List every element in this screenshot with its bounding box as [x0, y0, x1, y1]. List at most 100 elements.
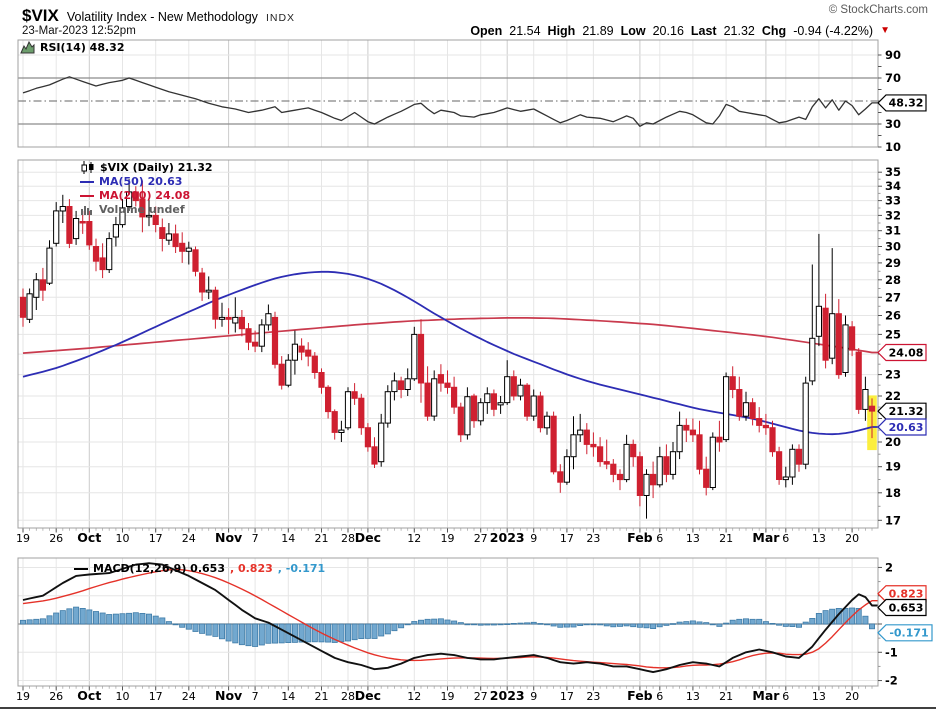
svg-text:28: 28	[885, 273, 901, 287]
svg-text:Oct: Oct	[77, 530, 101, 545]
svg-text:32: 32	[885, 208, 901, 222]
svg-text:17: 17	[560, 690, 574, 703]
svg-text:Mar: Mar	[752, 530, 780, 545]
svg-text:0.653: 0.653	[889, 601, 924, 614]
change-value: -0.94 (-4.22%)	[793, 24, 874, 38]
svg-text:Oct: Oct	[77, 688, 101, 703]
svg-text:20: 20	[845, 532, 859, 545]
svg-text:48.32: 48.32	[889, 97, 924, 110]
svg-text:21.32: 21.32	[889, 405, 924, 418]
svg-text:9: 9	[530, 532, 537, 545]
svg-text:19: 19	[441, 532, 455, 545]
svg-text:17: 17	[885, 513, 901, 527]
svg-text:Nov: Nov	[215, 530, 242, 545]
svg-text:21: 21	[315, 690, 329, 703]
date-axis-bottom: 19 26 Oct 10 17 24 Nov 7 14 21 28 Dec 12 19 27 2023 9 17 2…	[16, 686, 873, 703]
legend-row-ma200: MA(200) 24.08	[80, 189, 213, 202]
svg-text:21: 21	[719, 690, 733, 703]
svg-text:13: 13	[686, 532, 700, 545]
svg-text:6: 6	[782, 690, 789, 703]
svg-text:17: 17	[560, 532, 574, 545]
main-chart-legend: $VIX (Daily) 21.32 MA(50) 20.63 MA(200) …	[80, 161, 213, 216]
svg-text:17: 17	[149, 532, 163, 545]
macd-signal-legend-value: , 0.823	[229, 562, 273, 575]
legend-row-ma50: MA(50) 20.63	[80, 175, 213, 188]
svg-text:26: 26	[49, 690, 63, 703]
symbol: $VIX	[22, 6, 59, 25]
svg-text:0.823: 0.823	[889, 588, 924, 601]
svg-text:35: 35	[885, 165, 901, 179]
svg-text:22: 22	[885, 389, 901, 403]
macd-y-axis: 2 -1 -2	[878, 560, 898, 688]
copyright-notice: © StockCharts.com	[828, 4, 928, 16]
rsi-indicator-icon	[20, 41, 35, 54]
macd-signal-line	[22, 568, 878, 669]
ma200-line-icon	[80, 194, 94, 197]
svg-text:Mar: Mar	[752, 688, 780, 703]
svg-text:30: 30	[885, 117, 901, 131]
low-value: 20.16	[652, 24, 684, 38]
svg-text:19: 19	[16, 690, 30, 703]
svg-text:24: 24	[182, 690, 196, 703]
svg-text:28: 28	[341, 532, 355, 545]
last-label: Last	[690, 24, 717, 38]
svg-text:6: 6	[782, 532, 789, 545]
svg-text:19: 19	[16, 532, 30, 545]
svg-text:23: 23	[586, 690, 600, 703]
svg-text:13: 13	[812, 532, 826, 545]
svg-text:Feb: Feb	[627, 688, 653, 703]
svg-text:-0.171: -0.171	[889, 627, 928, 640]
chart-datetime: 23-Mar-2023 12:52pm	[22, 25, 136, 37]
change-label: Chg	[761, 24, 787, 38]
ma50-line-icon	[80, 180, 94, 183]
svg-text:6: 6	[656, 690, 663, 703]
svg-text:2: 2	[885, 560, 893, 574]
svg-text:-1: -1	[885, 645, 898, 659]
macd-histogram	[19, 606, 876, 647]
chart-title-row: $VIX Volatility Index - New Methodology …	[22, 6, 295, 26]
svg-text:27: 27	[885, 290, 901, 304]
svg-text:2023: 2023	[490, 688, 525, 703]
candlestick-series	[19, 179, 876, 519]
svg-text:29: 29	[885, 256, 901, 270]
symbol-legend-label: $VIX (Daily) 21.32	[100, 161, 213, 174]
svg-text:7: 7	[252, 532, 259, 545]
volume-legend-label: Volume undef	[99, 203, 185, 216]
volume-bars-icon	[81, 206, 92, 215]
svg-text:19: 19	[885, 460, 901, 474]
svg-text:18: 18	[885, 486, 901, 500]
svg-text:33: 33	[885, 194, 901, 208]
svg-text:Feb: Feb	[627, 530, 653, 545]
open-value: 21.54	[509, 24, 541, 38]
legend-row-symbol: $VIX (Daily) 21.32	[80, 161, 213, 174]
svg-text:34: 34	[885, 179, 901, 193]
ma50-line	[22, 270, 878, 436]
svg-text:6: 6	[656, 532, 663, 545]
candlestick-icon	[81, 161, 94, 174]
svg-text:7: 7	[252, 690, 259, 703]
svg-text:14: 14	[281, 532, 295, 545]
svg-text:10: 10	[885, 140, 901, 154]
high-value: 21.89	[582, 24, 614, 38]
svg-text:10: 10	[116, 690, 130, 703]
svg-text:9: 9	[530, 690, 537, 703]
svg-text:28: 28	[341, 690, 355, 703]
svg-text:90: 90	[885, 48, 901, 62]
svg-text:Dec: Dec	[355, 530, 381, 545]
svg-text:17: 17	[149, 690, 163, 703]
svg-text:20.63: 20.63	[889, 421, 924, 434]
svg-text:23: 23	[885, 368, 901, 382]
exchange-label: INDX	[265, 12, 296, 24]
svg-text:13: 13	[686, 690, 700, 703]
rsi-legend: RSI(14) 48.32	[20, 41, 124, 54]
svg-text:24.08: 24.08	[889, 346, 924, 359]
svg-text:Nov: Nov	[215, 688, 242, 703]
svg-text:14: 14	[281, 690, 295, 703]
chg-down-arrow-icon: ▼	[880, 25, 890, 36]
rsi-y-axis: 90 70 30 10	[878, 48, 901, 154]
macd-line	[22, 562, 878, 674]
svg-text:27: 27	[474, 532, 488, 545]
